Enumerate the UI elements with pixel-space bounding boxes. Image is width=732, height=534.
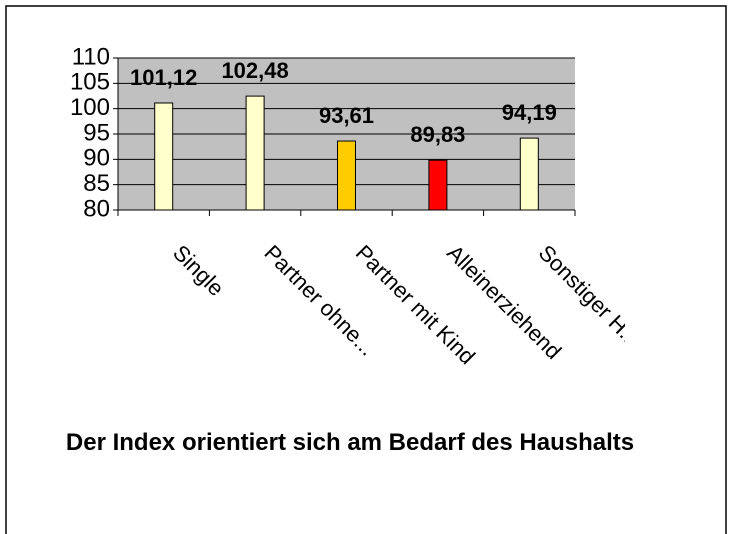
label-clip: Single [168, 240, 229, 301]
bar [519, 137, 539, 211]
chart-title: Der Index orientiert sich am Bedarf des … [65, 429, 635, 456]
bar [337, 140, 356, 211]
value-label: 94,19 [502, 100, 557, 125]
value-label: 93,61 [319, 103, 374, 128]
y-tick-label: 85 [83, 170, 110, 197]
y-tick-label: 110 [72, 43, 110, 70]
chart-border [5, 5, 727, 534]
x-tick-label: Single [168, 240, 229, 301]
y-tick-label: 105 [70, 69, 110, 96]
bar [245, 95, 265, 211]
y-tick-label: 80 [83, 195, 110, 222]
value-label: 102,48 [221, 58, 288, 83]
y-tick-label: 90 [83, 145, 110, 172]
y-tick-label: 100 [70, 94, 110, 121]
bar [154, 102, 174, 211]
value-label: 101,12 [130, 65, 197, 90]
y-tick-label: 95 [83, 119, 110, 146]
bar [428, 159, 448, 211]
value-label: 89,83 [410, 122, 465, 147]
